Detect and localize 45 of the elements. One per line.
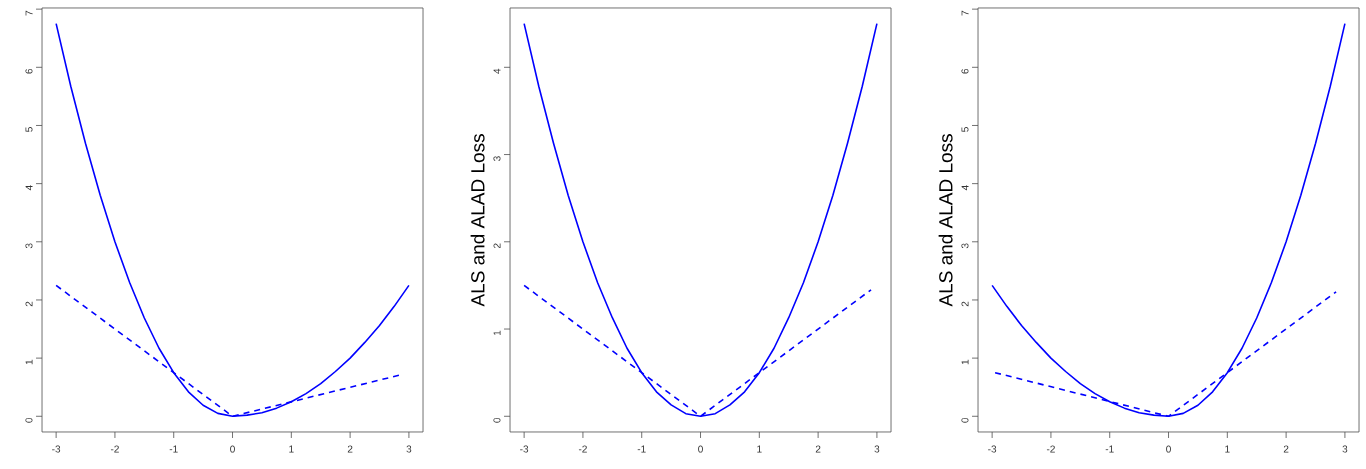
- x-tick-label: 1: [757, 445, 762, 453]
- y-tick-label: 4: [961, 185, 969, 191]
- y-tick-label: 2: [493, 243, 501, 249]
- y-tick-label: 0: [961, 417, 969, 423]
- y-tick-label: 4: [25, 185, 33, 191]
- x-tick-label: -1: [1105, 445, 1114, 453]
- x-tick-label: -3: [52, 445, 61, 453]
- x-tick-label: -2: [1046, 445, 1055, 453]
- x-tick-label: 1: [1225, 445, 1230, 453]
- x-tick-label: -3: [520, 445, 529, 453]
- x-tick-label: 0: [230, 445, 235, 453]
- y-tick-label: 3: [25, 243, 33, 249]
- y-tick-label: 1: [961, 359, 969, 365]
- x-tick-label: 3: [874, 445, 880, 453]
- x-tick-label: 3: [406, 445, 412, 453]
- y-tick-label: 0: [25, 417, 33, 423]
- y-axis-title: ALS and ALAD Loss: [938, 134, 953, 307]
- y-tick-label: 3: [961, 243, 969, 249]
- y-tick-label: 5: [25, 127, 33, 132]
- y-tick-label: 5: [961, 127, 969, 132]
- x-tick-label: 0: [698, 445, 703, 453]
- y-tick-label: 3: [493, 156, 501, 161]
- y-tick-label: 1: [25, 359, 33, 365]
- y-tick-label: 0: [493, 417, 501, 423]
- y-tick-label: 7: [25, 10, 33, 16]
- x-tick-label: 2: [815, 445, 821, 453]
- y-tick-label: 4: [493, 68, 501, 74]
- x-tick-label: -2: [578, 445, 587, 453]
- y-tick-label: 1: [493, 330, 501, 336]
- x-tick-label: 2: [347, 445, 353, 453]
- line-series: [523, 22, 878, 418]
- x-tick-label: -3: [988, 445, 997, 453]
- x-tick-label: 1: [289, 445, 294, 453]
- x-tick-label: 2: [1283, 445, 1289, 453]
- y-tick-label: 2: [961, 301, 969, 307]
- y-tick-label: 6: [961, 68, 969, 74]
- x-tick-label: -2: [110, 445, 119, 453]
- x-tick-label: -1: [169, 445, 178, 453]
- y-axis-title: ALS and ALAD Loss: [470, 134, 485, 307]
- x-tick-label: 3: [1342, 445, 1348, 453]
- y-tick-label: 7: [961, 10, 969, 16]
- y-tick-label: 2: [25, 301, 33, 307]
- x-tick-label: 0: [1166, 445, 1171, 453]
- y-tick-label: 6: [25, 68, 33, 74]
- x-tick-label: -1: [637, 445, 646, 453]
